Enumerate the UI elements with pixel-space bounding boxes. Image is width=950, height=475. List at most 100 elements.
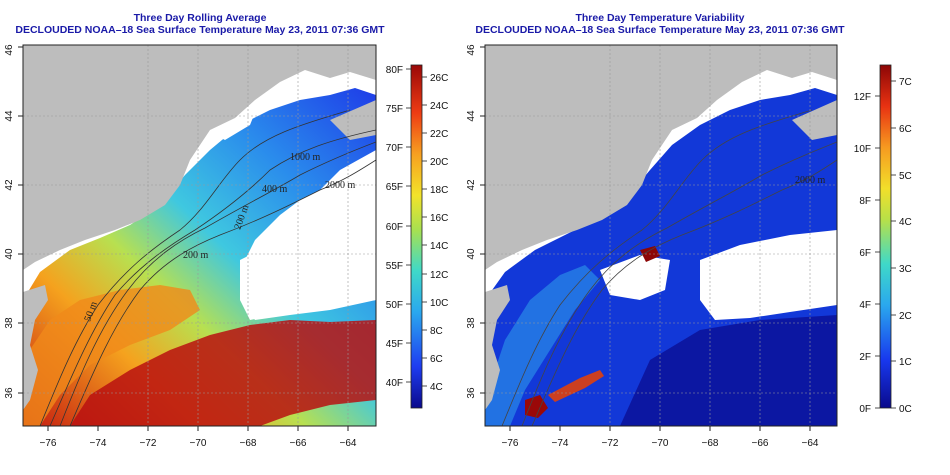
colorbar-f-label: 70F (386, 143, 403, 154)
right-map-subtitle: DECLOUDED NOAA–18 Sea Surface Temperatur… (475, 24, 845, 36)
left-map-subtitle: DECLOUDED NOAA–18 Sea Surface Temperatur… (15, 24, 385, 36)
left-map-cloud-gap (240, 225, 376, 320)
colorbar-c-label: 26C (430, 73, 448, 84)
colorbar-f-label: 40F (386, 378, 403, 389)
contour-label: 1000 m (290, 152, 321, 163)
left-map-land (330, 100, 376, 140)
x-tick-label: −64 (340, 438, 357, 449)
x-tick-label: −66 (290, 438, 307, 449)
right-map-land (792, 100, 837, 140)
y-tick-label: 44 (466, 110, 477, 122)
left-map-frame (22, 44, 377, 427)
contour-label: 400 m (262, 184, 288, 195)
left-map-y-axis: 36 38 40 42 44 46 (4, 44, 23, 399)
left-map-land (23, 285, 48, 410)
contour-label: 2000 m (325, 180, 356, 191)
colorbar-f-label: 2F (859, 352, 871, 363)
colorbar-f-label: 10F (854, 144, 871, 155)
colorbar-c-label: 6C (899, 124, 912, 135)
colorbar-f-label: 80F (386, 65, 403, 76)
right-map-low-variability (620, 315, 837, 426)
colorbar-c-label: 24C (430, 101, 448, 112)
right-map-x-axis: −76 −74 −72 −70 −68 −66 −64 (502, 426, 819, 449)
contour-label: 2000 m (795, 175, 826, 186)
colorbar-c-label: 10C (430, 298, 448, 309)
x-tick-label: −68 (240, 438, 257, 449)
x-tick-label: −68 (702, 438, 719, 449)
colorbar-c-label: 12C (430, 270, 448, 281)
right-map-bathymetry (501, 109, 837, 426)
right-map-shelf-variability (485, 265, 600, 426)
colorbar-c-label: 6C (430, 354, 443, 365)
x-tick-label: −66 (752, 438, 769, 449)
x-tick-label: −72 (602, 438, 619, 449)
colorbar-c-label: 8C (430, 326, 443, 337)
right-map-y-axis: 36 38 40 42 44 46 (466, 44, 485, 399)
x-tick-label: −74 (90, 438, 107, 449)
colorbar-c-label: 16C (430, 213, 448, 224)
x-tick-label: −70 (652, 438, 669, 449)
colorbar-f-label: 12F (854, 92, 871, 103)
colorbar-f-label: 8F (859, 196, 871, 207)
left-map-x-axis: −76 −74 −72 −70 −68 −66 −64 (40, 426, 357, 449)
y-tick-label: 36 (4, 387, 15, 399)
colorbar-c-label: 1C (899, 357, 912, 368)
right-map-land (485, 285, 510, 410)
right-map-cloud-gap (700, 230, 837, 320)
y-tick-label: 46 (466, 44, 477, 56)
right-map-hot-spot (525, 395, 548, 418)
colorbar-c-label: 5C (899, 171, 912, 182)
y-tick-label: 40 (4, 248, 15, 260)
colorbar-f-label: 4F (859, 300, 871, 311)
y-tick-label: 40 (466, 248, 477, 260)
left-colorbar-gradient (410, 64, 423, 409)
x-tick-label: −72 (140, 438, 157, 449)
colorbar-c-label: 7C (899, 77, 912, 88)
contour-label: 200 m (183, 250, 209, 261)
right-colorbar: 12F 10F 8F 6F 4F 2F 0F 7C 6C 5C 4C 3C 2C… (854, 64, 912, 415)
colorbar-c-label: 3C (899, 264, 912, 275)
x-tick-label: −70 (190, 438, 207, 449)
right-map-title: Three Day Temperature Variability (575, 12, 745, 24)
colorbar-c-label: 22C (430, 129, 448, 140)
right-colorbar-gradient (879, 64, 892, 409)
right-map-cloud-gap (600, 255, 670, 300)
colorbar-c-label: 20C (430, 157, 448, 168)
left-map-graticule (23, 45, 376, 426)
colorbar-f-label: 65F (386, 182, 403, 193)
right-map-hot-spot (548, 370, 604, 402)
x-tick-label: −64 (802, 438, 819, 449)
colorbar-c-label: 4C (899, 217, 912, 228)
left-colorbar: 80F 75F 70F 65F 60F 55F 50F 45F 40F 26C … (386, 64, 448, 409)
y-tick-label: 44 (4, 110, 15, 122)
y-tick-label: 42 (4, 179, 15, 191)
colorbar-c-label: 2C (899, 311, 912, 322)
y-tick-label: 38 (4, 317, 15, 329)
colorbar-f-label: 75F (386, 104, 403, 115)
left-map (23, 45, 376, 426)
x-tick-label: −74 (552, 438, 569, 449)
colorbar-f-label: 50F (386, 300, 403, 311)
colorbar-c-label: 4C (430, 382, 443, 393)
y-tick-label: 38 (466, 317, 477, 329)
x-tick-label: −76 (40, 438, 57, 449)
right-map-frame (484, 44, 838, 427)
left-map-gulf-stream (70, 320, 376, 426)
colorbar-f-label: 45F (386, 339, 403, 350)
left-map-title: Three Day Rolling Average (133, 12, 267, 24)
colorbar-c-label: 18C (430, 185, 448, 196)
left-map-bathymetry (39, 109, 376, 426)
colorbar-f-label: 60F (386, 222, 403, 233)
colorbar-c-label: 0C (899, 404, 912, 415)
colorbar-c-label: 14C (430, 241, 448, 252)
right-map (485, 45, 837, 426)
y-tick-label: 46 (4, 44, 15, 56)
left-map-warm-slope (23, 285, 200, 426)
colorbar-f-label: 6F (859, 248, 871, 259)
colorbar-f-label: 55F (386, 261, 403, 272)
right-map-land (485, 45, 837, 270)
y-tick-label: 36 (466, 387, 477, 399)
colorbar-f-label: 0F (859, 404, 871, 415)
left-map-land (23, 45, 376, 270)
